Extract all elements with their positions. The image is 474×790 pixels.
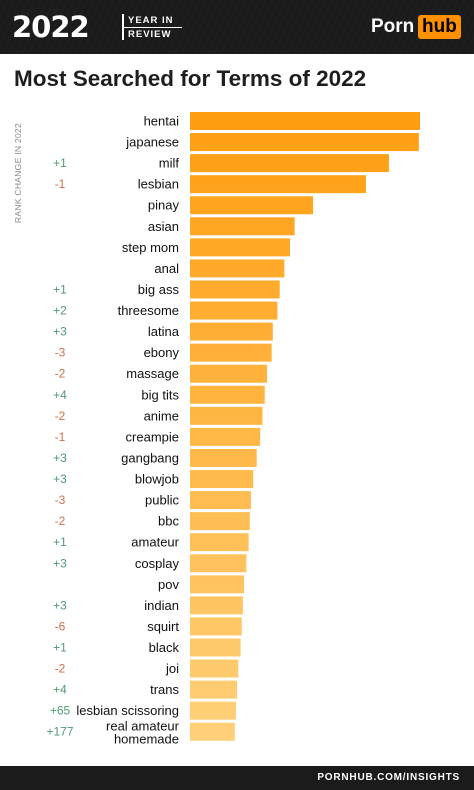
bar-17	[190, 448, 257, 467]
bar-11	[190, 322, 273, 341]
bar-1	[190, 112, 420, 130]
bar-19	[190, 491, 251, 510]
rank-change-9: +1	[53, 282, 67, 296]
category-label-17: gangbang	[121, 450, 179, 465]
category-label-30: real amateur homemade	[106, 718, 180, 746]
bar-28	[190, 680, 238, 699]
category-label-22: cosplay	[135, 556, 180, 571]
category-label-10: threesome	[118, 303, 179, 318]
bar-14	[190, 385, 265, 404]
rank-change-29: +65	[50, 704, 71, 718]
bar-21	[190, 533, 249, 552]
category-label-28: trans	[150, 682, 179, 697]
badge-rule	[122, 27, 182, 28]
category-label-15: anime	[144, 408, 179, 423]
logo-wordmark-part-2: hub	[418, 15, 461, 39]
category-label-8: anal	[154, 261, 179, 276]
rank-change-12: -3	[55, 346, 66, 360]
bar-7	[190, 238, 291, 257]
category-label-14: big tits	[141, 387, 179, 402]
footer-link[interactable]: PORNHUB.COM/INSIGHTS	[317, 772, 460, 783]
category-label-5: pinay	[148, 198, 180, 213]
bar-12	[190, 343, 272, 362]
rank-change-22: +3	[53, 556, 67, 570]
bar-13	[190, 364, 268, 383]
bar-24	[190, 596, 243, 615]
bar-18	[190, 470, 254, 489]
category-label-18: blowjob	[135, 472, 179, 487]
rank-change-30: +177	[46, 725, 73, 739]
bar-6	[190, 217, 295, 236]
bar-30	[190, 722, 235, 741]
rank-change-14: +4	[53, 388, 67, 402]
rank-change-19: -3	[55, 493, 66, 507]
rank-change-20: -2	[55, 514, 66, 528]
footer-banner: PORNHUB.COM/INSIGHTS	[0, 766, 474, 790]
category-label-9: big ass	[138, 282, 180, 297]
category-label-2: japanese	[125, 135, 179, 150]
category-label-24: indian	[144, 598, 179, 613]
category-label-25: squirt	[147, 619, 179, 634]
bar-22	[190, 554, 247, 573]
badge-text: YEAR IN REVIEW	[122, 12, 182, 42]
year-in-review-badge: 2022 YEAR IN REVIEW	[12, 10, 182, 44]
category-label-4: lesbian	[138, 177, 179, 192]
bar-8	[190, 259, 285, 278]
logo-wordmark-part-1: Porn	[371, 16, 415, 37]
rank-change-11: +3	[53, 325, 67, 339]
badge-year: 2022	[12, 10, 90, 44]
header-texture	[0, 0, 474, 54]
bar-23	[190, 575, 245, 594]
bar-27	[190, 659, 239, 678]
category-label-29: lesbian scissoring	[76, 703, 179, 718]
bar-16	[190, 427, 261, 446]
badge-line-2: REVIEW	[128, 29, 172, 40]
category-label-16: creampie	[126, 429, 179, 444]
bar-5	[190, 196, 314, 215]
category-label-1: hentai	[144, 114, 180, 129]
bar-2	[190, 133, 419, 152]
bar-15	[190, 406, 263, 425]
category-label-26: black	[149, 640, 180, 655]
category-label-6: asian	[148, 219, 179, 234]
rank-change-27: -2	[55, 662, 66, 676]
rank-change-3: +1	[53, 156, 67, 170]
category-label-13: massage	[126, 366, 179, 381]
bar-10	[190, 301, 278, 320]
category-label-23: pov	[158, 577, 179, 592]
bar-29	[190, 701, 236, 720]
bar-26	[190, 638, 241, 657]
bar-9	[190, 280, 280, 299]
rank-change-28: +4	[53, 683, 67, 697]
rank-change-18: +3	[53, 472, 67, 486]
bar-3	[190, 154, 389, 173]
category-label-27: joi	[165, 661, 179, 676]
header-banner: 2022 YEAR IN REVIEW Porn hub	[0, 0, 474, 54]
bar-25	[190, 617, 242, 636]
category-label-line-2: homemade	[114, 731, 179, 746]
rank-change-26: +1	[53, 641, 67, 655]
chart-title: Most Searched for Terms of 2022	[14, 66, 367, 91]
rank-change-13: -2	[55, 367, 66, 381]
rank-change-24: +3	[53, 598, 67, 612]
bar-4	[190, 175, 366, 194]
category-label-7: step mom	[122, 240, 179, 255]
category-label-3: milf	[159, 156, 180, 171]
rank-change-15: -2	[55, 409, 66, 423]
rank-change-4: -1	[55, 177, 66, 191]
category-label-line-1: real amateur	[106, 718, 180, 733]
category-label-19: public	[145, 493, 179, 508]
category-label-12: ebony	[144, 345, 180, 360]
rank-change-25: -6	[55, 619, 66, 633]
category-label-20: bbc	[158, 514, 179, 529]
rank-change-17: +3	[53, 451, 67, 465]
badge-line-1: YEAR IN	[128, 15, 174, 26]
rank-change-16: -1	[55, 430, 66, 444]
category-label-21: amateur	[131, 535, 179, 550]
rank-change-21: +1	[53, 535, 67, 549]
rank-change-10: +2	[53, 304, 67, 318]
bar-20	[190, 512, 250, 531]
category-label-11: latina	[148, 324, 180, 339]
